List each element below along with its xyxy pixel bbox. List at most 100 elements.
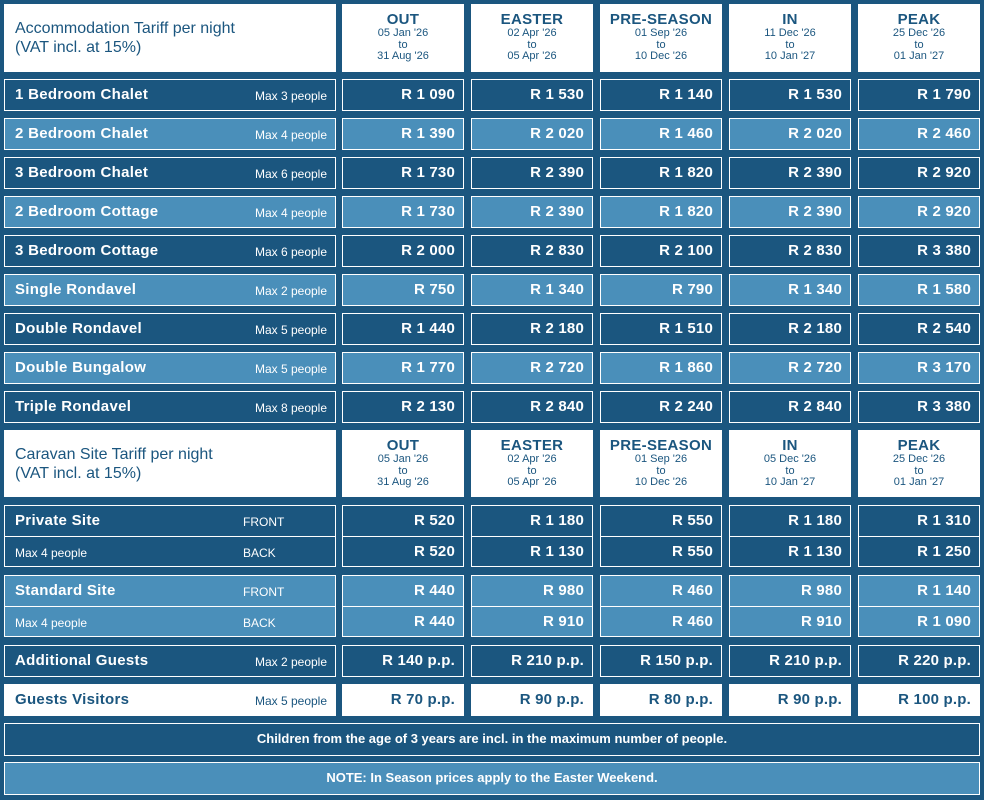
price-cell: R 1 310 R 1 250 [858,505,980,567]
unit-name: 3 Bedroom Chalet [15,164,149,181]
row-divider [343,606,463,607]
season-name: PRE-SEASON [609,11,713,28]
price-value: R 140 p.p. [382,652,455,669]
season-start-date: 25 Dec '26 [892,453,946,465]
back-price: R 1 090 [917,613,971,630]
price-cell: R 2 460 [858,118,980,150]
max-occupancy: Max 6 people [254,167,327,181]
price-cell: R 1 390 [342,118,464,150]
back-price: R 460 [671,613,713,630]
season-end-date: 10 Jan '27 [764,50,816,62]
front-price: R 980 [542,582,584,599]
price-cell: R 440 R 440 [342,575,464,637]
max-occupancy: Max 4 people [254,206,327,220]
front-price: R 460 [671,582,713,599]
price-value: R 1 790 [917,86,971,103]
price-cell: R 460 R 460 [600,575,722,637]
price-cell: R 1 440 [342,313,464,345]
front-price: R 1 180 [530,512,584,529]
front-price: R 1 310 [917,512,971,529]
price-cell: R 2 840 [729,391,851,423]
back-price: R 910 [542,613,584,630]
price-cell: R 90 p.p. [729,684,851,716]
back-label: BACK [243,546,276,560]
row-divider [730,606,850,607]
price-cell: R 2 100 [600,235,722,267]
price-cell: R 790 [600,274,722,306]
price-value: R 100 p.p. [898,691,971,708]
price-cell: R 1 340 [729,274,851,306]
price-cell: R 2 840 [471,391,593,423]
row-divider [601,536,721,537]
price-cell: R 1 460 [600,118,722,150]
price-cell: R 2 830 [471,235,593,267]
unit-name: 1 Bedroom Chalet [15,86,149,103]
max-occupancy: Max 2 people [254,284,327,298]
season-name: IN [782,437,798,454]
price-cell: R 3 170 [858,352,980,384]
season-start-date: 11 Dec '26 [764,27,816,39]
season-header: PEAK 25 Dec '26 to 01 Jan '27 [858,4,980,72]
extra-name: Additional Guests [15,652,149,669]
price-value: R 2 020 [788,125,842,142]
max-occupancy: Max 4 people [15,616,88,630]
price-cell: R 3 380 [858,391,980,423]
price-value: R 1 090 [401,86,455,103]
max-occupancy: Max 3 people [254,89,327,103]
price-cell: R 2 390 [729,157,851,189]
price-cell: R 550 R 550 [600,505,722,567]
price-value: R 2 720 [530,359,584,376]
row-divider [472,536,592,537]
back-price: R 1 250 [917,543,971,560]
price-cell: R 1 730 [342,196,464,228]
max-occupancy: Max 6 people [254,245,327,259]
price-value: R 1 730 [401,164,455,181]
accommodation-row-label: Double Bungalow Max 5 people [4,352,336,384]
price-cell: R 2 020 [729,118,851,150]
season-start-date: 02 Apr '26 [507,453,557,465]
price-cell: R 1 340 [471,274,593,306]
price-cell: R 2 390 [729,196,851,228]
season-note: NOTE: In Season prices apply to the East… [4,762,980,795]
extra-row-label: Guests Visitors Max 5 people [4,684,336,716]
price-cell: R 2 180 [729,313,851,345]
price-value: R 90 p.p. [777,691,842,708]
price-value: R 3 380 [917,242,971,259]
price-value: R 1 510 [659,320,713,337]
season-name: IN [782,11,798,28]
accommodation-row-label: 2 Bedroom Cottage Max 4 people [4,196,336,228]
note-text: Children from the age of 3 years are inc… [256,731,728,746]
accommodation-row-label: Single Rondavel Max 2 people [4,274,336,306]
max-occupancy: Max 5 people [254,323,327,337]
season-name: EASTER [500,437,564,454]
season-start-date: 05 Dec '26 [763,453,817,465]
row-divider [859,536,979,537]
price-cell: R 2 020 [471,118,593,150]
price-cell: R 70 p.p. [342,684,464,716]
price-cell: R 2 830 [729,235,851,267]
price-cell: R 1 820 [600,157,722,189]
price-cell: R 1 090 [342,79,464,111]
unit-name: 2 Bedroom Cottage [15,203,159,220]
price-cell: R 1 730 [342,157,464,189]
front-label: FRONT [243,585,285,599]
price-value: R 2 830 [530,242,584,259]
season-date-separator: to [785,38,795,51]
price-value: R 2 830 [788,242,842,259]
unit-name: Single Rondavel [15,281,137,298]
season-start-date: 05 Jan '26 [377,453,429,465]
price-value: R 210 p.p. [511,652,584,669]
children-note: Children from the age of 3 years are inc… [4,723,980,756]
price-value: R 150 p.p. [640,652,713,669]
price-value: R 1 140 [659,86,713,103]
price-value: R 2 180 [788,320,842,337]
unit-name: Double Bungalow [15,359,147,376]
price-cell: R 1 530 [729,79,851,111]
season-end-date: 05 Apr '26 [507,476,557,488]
table-title: Accommodation Tariff per night (VAT incl.… [4,4,336,72]
row-divider [601,606,721,607]
season-header: PRE-SEASON 01 Sep '26 to 10 Dec '26 [600,430,722,497]
unit-name: 2 Bedroom Chalet [15,125,149,142]
price-cell: R 1 790 [858,79,980,111]
price-value: R 790 [671,281,713,298]
